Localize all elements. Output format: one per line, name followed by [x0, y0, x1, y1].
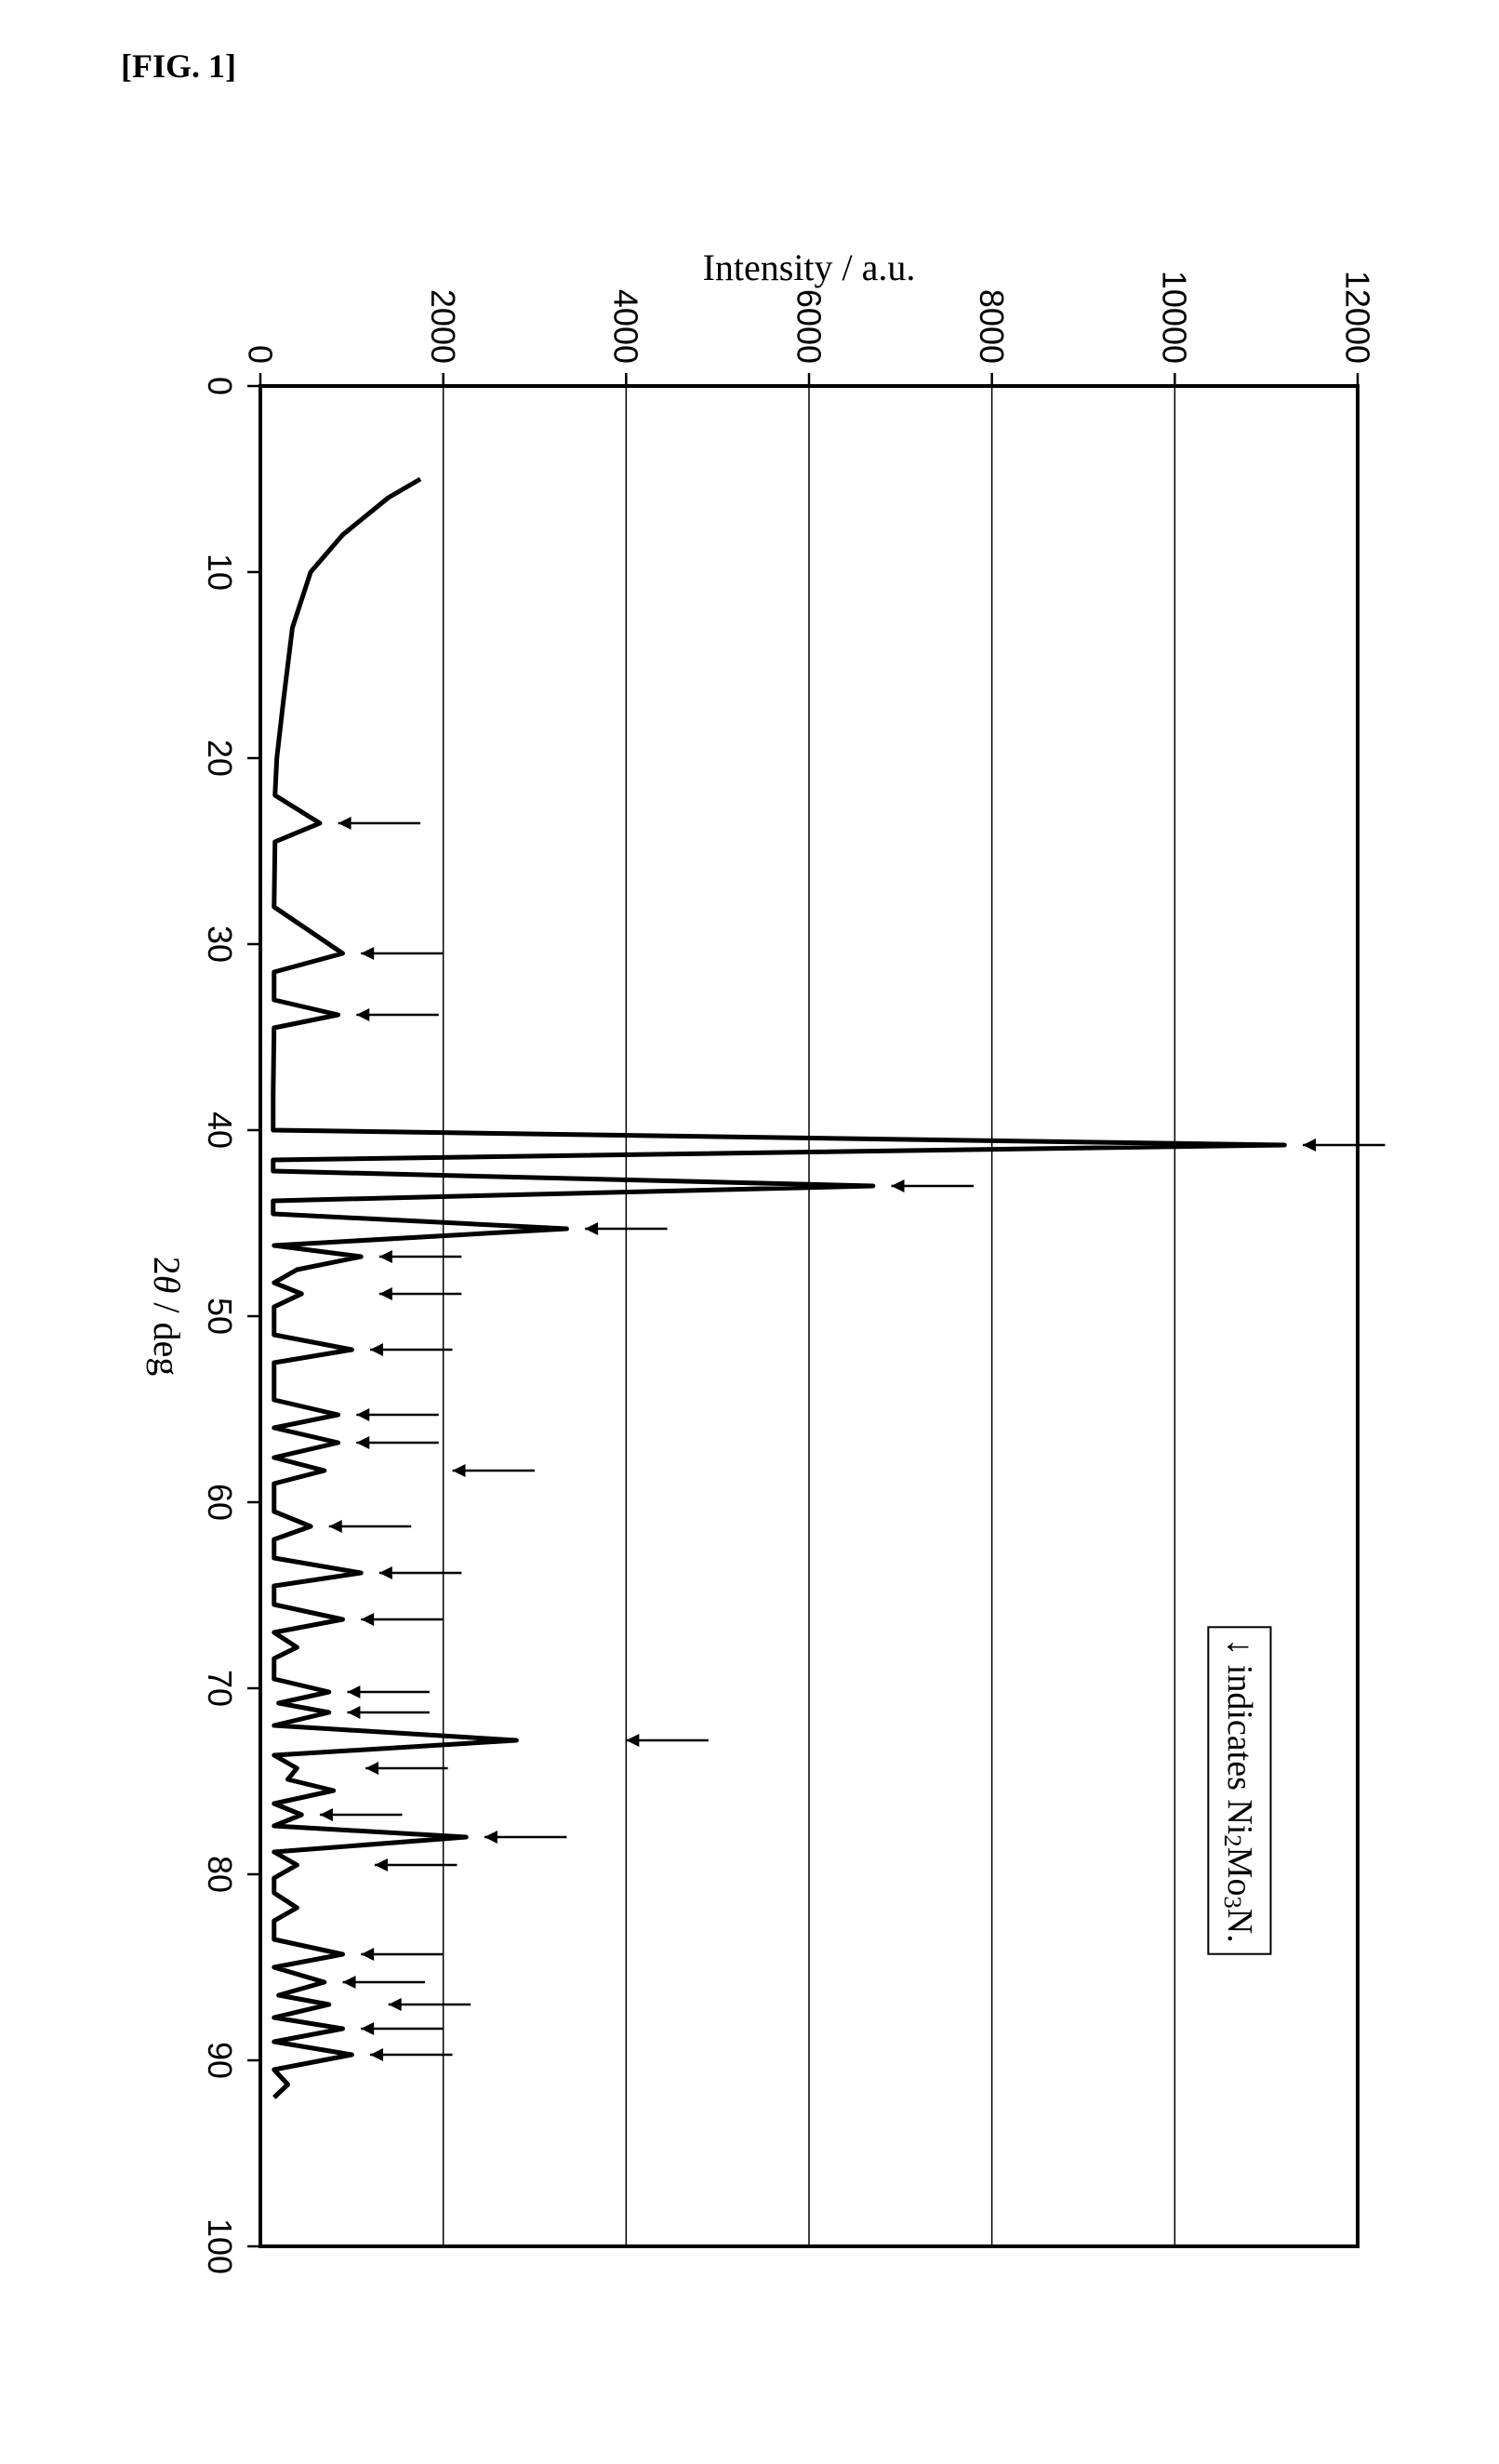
y-tick-label: 2000 — [424, 289, 462, 364]
y-tick-label: 0 — [241, 345, 279, 364]
y-tick-label: 6000 — [789, 289, 828, 364]
x-tick-label: 30 — [201, 926, 239, 963]
legend: ↓ indicates Ni2Mo3N. — [1208, 1627, 1270, 1953]
x-tick-label: 20 — [201, 739, 239, 777]
chart-svg: 0 10 20 30 40 50 60 70 80 90 100 0 2000 4000 6000 8000 1… — [46, 121, 1441, 2400]
page: [FIG. 1] 0 10 20 30 40 50 60 70 80 90 100 0 2000 4000… — [0, 0, 1499, 2464]
x-tick-label: 80 — [201, 1856, 239, 1893]
xrd-chart: 0 10 20 30 40 50 60 70 80 90 100 0 2000 4000 6000 8000 1… — [46, 121, 1441, 2400]
x-tick-label: 90 — [201, 2042, 239, 2079]
y-tick-label: 4000 — [607, 289, 645, 364]
y-axis-label: Intensity / a.u. — [703, 246, 916, 288]
x-tick-label: 40 — [201, 1112, 239, 1149]
y-tick-label: 12000 — [1338, 271, 1376, 364]
x-tick-label: 100 — [201, 2218, 239, 2274]
x-tick-label: 0 — [201, 377, 239, 395]
x-axis-label: 2θ / deg — [146, 1257, 188, 1377]
y-tick-label: 10000 — [1156, 271, 1194, 364]
x-tick-label: 50 — [201, 1298, 239, 1335]
x-tick-label: 60 — [201, 1484, 239, 1521]
x-tick-label: 70 — [201, 1670, 239, 1707]
y-tick-label: 8000 — [973, 289, 1011, 364]
figure-label: [FIG. 1] — [121, 47, 236, 86]
x-tick-label: 10 — [201, 553, 239, 591]
